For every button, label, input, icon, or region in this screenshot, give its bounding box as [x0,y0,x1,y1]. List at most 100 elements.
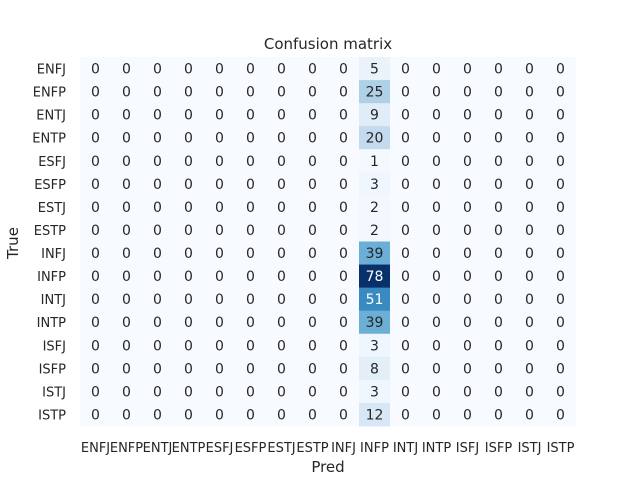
x-tick-label: ESFP [235,441,267,456]
heatmap-cell [421,356,453,381]
cell-value-label: 0 [463,154,472,170]
cell-value-label: 0 [494,407,503,423]
heatmap-cell [514,126,546,150]
cell-value-label: 0 [556,292,565,308]
heatmap-cell [173,356,205,381]
heatmap-cell [111,310,143,335]
heatmap-cell [421,379,453,404]
cell-value-label: 0 [463,361,472,377]
heatmap-cell [483,241,515,266]
heatmap-cell [80,310,112,335]
cell-value-label: 0 [153,62,162,78]
heatmap-cell [452,126,484,150]
heatmap-cell [328,103,360,127]
y-tick-label: ISFP [39,362,67,377]
heatmap-cell [111,126,143,150]
heatmap-cell [359,172,391,196]
cell-value-label: 0 [432,407,441,423]
cell-value-label: 0 [122,246,131,262]
y-axis-label: True [4,227,22,260]
heatmap-cell [483,218,515,242]
cell-value-label: 0 [308,361,317,377]
heatmap-cell [80,379,112,404]
heatmap-cell [514,287,546,312]
heatmap-cell [266,402,298,427]
cell-value-label: 0 [184,361,193,377]
cell-value-label: 0 [401,269,410,285]
heatmap-cell [390,287,422,312]
heatmap-cell [142,402,174,427]
heatmap-cell [359,80,391,104]
cell-value-label: 0 [246,62,255,78]
cell-value-label: 0 [215,223,224,239]
heatmap-cell [142,57,174,81]
heatmap-cell [297,241,329,266]
y-tick-label: ENFP [33,86,66,101]
cell-value-label: 0 [525,223,534,239]
cell-value-label: 0 [277,338,286,354]
heatmap-cell [452,57,484,81]
heatmap-cell [266,310,298,335]
cell-value-label: 0 [215,131,224,147]
cell-value-label: 0 [339,85,348,101]
cell-value-label: 8 [370,361,379,377]
heatmap-cell [328,310,360,335]
cell-value-label: 0 [556,177,565,193]
cell-value-label: 0 [277,292,286,308]
cell-value-label: 0 [91,200,100,216]
heatmap-cell [483,402,515,427]
heatmap-cell [421,241,453,266]
cell-value-label: 0 [122,154,131,170]
heatmap-cell [297,218,329,242]
heatmap-cell [359,333,391,358]
cell-value-label: 0 [432,62,441,78]
heatmap-cell [266,287,298,312]
heatmap-cell [359,57,391,81]
cell-value-label: 0 [556,338,565,354]
heatmap-cell [421,149,453,173]
cell-value-label: 0 [463,315,472,331]
cell-value-label: 0 [432,315,441,331]
cell-value-label: 0 [525,269,534,285]
heatmap-cell [266,103,298,127]
cell-value-label: 0 [246,315,255,331]
cell-value-label: 0 [184,200,193,216]
heatmap-cell [297,149,329,173]
y-tick-label: ESFP [34,178,66,193]
heatmap-cell [390,264,422,289]
heatmap-cell [421,402,453,427]
cell-value-label: 51 [366,292,384,308]
cell-value-label: 0 [246,292,255,308]
x-tick-label: ENTJ [143,441,173,456]
heatmap-cell [390,149,422,173]
heatmap-cell [204,172,236,196]
cell-value-label: 0 [153,223,162,239]
cell-value-label: 0 [463,200,472,216]
heatmap-cell [173,172,205,196]
heatmap-cell [111,379,143,404]
cell-value-label: 0 [308,131,317,147]
cell-value-label: 20 [366,131,384,147]
heatmap-cell [514,356,546,381]
cell-value-label: 0 [184,292,193,308]
cell-value-label: 0 [494,131,503,147]
cell-value-label: 0 [494,315,503,331]
cell-value-label: 78 [366,269,384,285]
heatmap-cell [452,356,484,381]
cell-value-label: 2 [370,200,379,216]
heatmap-cell [173,264,205,289]
heatmap-cell [235,333,267,358]
cell-value-label: 0 [463,292,472,308]
heatmap-cell [483,172,515,196]
cell-value-label: 0 [308,246,317,262]
heatmap-cell [111,149,143,173]
cell-value-label: 0 [122,407,131,423]
heatmap-cell [545,149,577,173]
heatmap-cell [421,126,453,150]
heatmap-cell [452,80,484,104]
cell-value-label: 0 [556,407,565,423]
cell-value-label: 0 [463,384,472,400]
cell-value-label: 0 [339,108,348,124]
heatmap-cell [266,379,298,404]
heatmap-cell [173,57,205,81]
